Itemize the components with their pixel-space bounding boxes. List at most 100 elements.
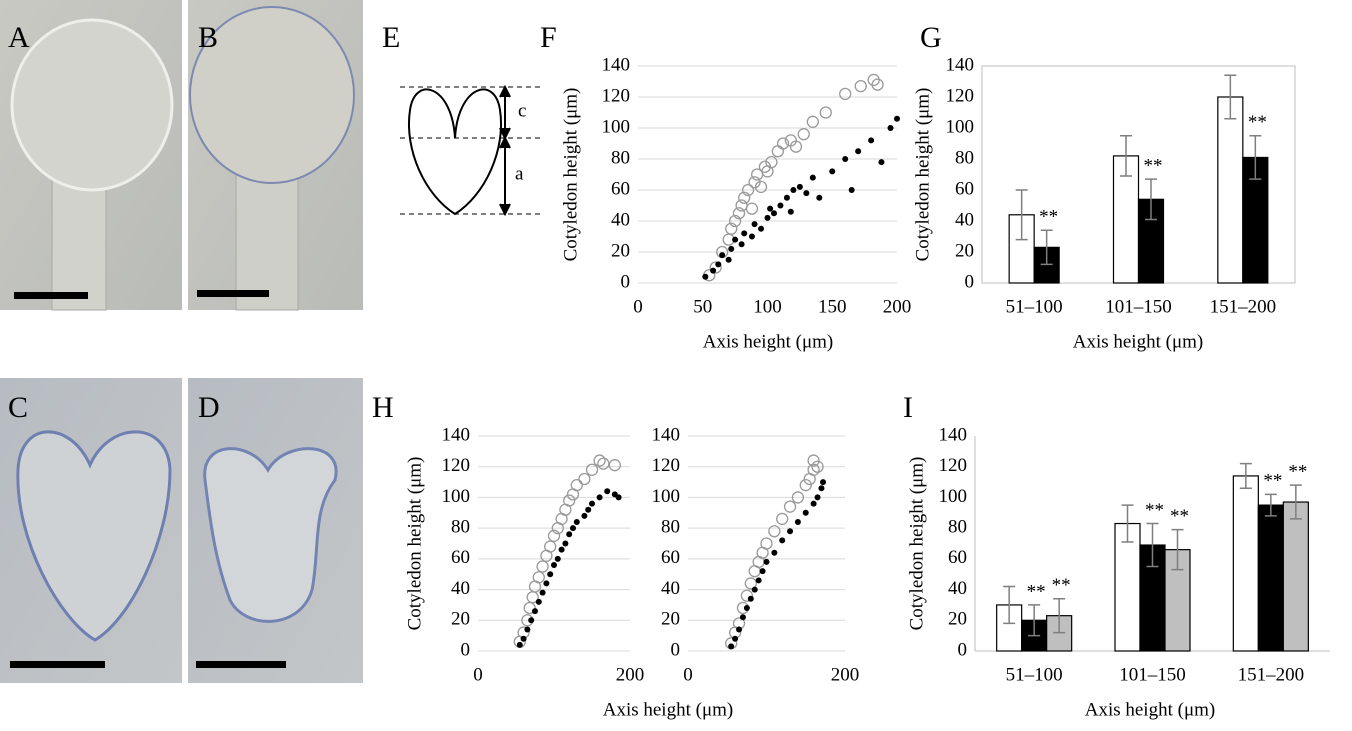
point [816, 194, 823, 201]
bar [1164, 549, 1191, 652]
y-axis-label: Cotyledon height (μm) [404, 457, 425, 631]
point [562, 540, 569, 547]
y-tick-label: 80 [611, 147, 630, 168]
point [794, 519, 801, 525]
point [728, 214, 742, 228]
point [738, 241, 745, 248]
point [743, 605, 750, 611]
point [811, 460, 824, 473]
point [715, 261, 722, 268]
point [741, 183, 755, 197]
diagram-e [400, 84, 540, 217]
point [739, 614, 746, 621]
point [520, 635, 527, 642]
point [732, 236, 739, 243]
y-tick-label: 140 [442, 424, 471, 445]
error-bar [1121, 504, 1134, 543]
error-bar [1015, 189, 1028, 241]
x-tick-label: 151–200 [1238, 664, 1305, 685]
point [783, 500, 797, 513]
significance: ** [1263, 471, 1282, 492]
point [535, 598, 542, 605]
point [735, 199, 748, 212]
point [768, 525, 781, 538]
point [558, 546, 565, 553]
point [791, 491, 805, 504]
point [820, 479, 827, 486]
point [748, 233, 755, 240]
point [589, 500, 595, 507]
point [765, 155, 778, 169]
y-tick-label: 60 [661, 547, 680, 568]
point [532, 571, 545, 584]
y-tick-label: 40 [955, 209, 974, 230]
bar [1112, 155, 1140, 284]
point [878, 159, 885, 166]
point [787, 208, 794, 215]
point [807, 463, 820, 476]
error-bar [1224, 74, 1237, 120]
point [771, 145, 785, 158]
y-tick-label: 120 [946, 85, 975, 106]
point [593, 454, 606, 467]
y-tick-label: 120 [652, 455, 681, 476]
significance: ** [1145, 500, 1164, 521]
point [741, 230, 748, 237]
point [754, 180, 768, 194]
point [809, 174, 816, 181]
point [783, 194, 790, 201]
point [608, 459, 621, 472]
point [736, 626, 743, 633]
point [894, 115, 900, 122]
x-tick-label: 150 [818, 296, 847, 317]
panel-label: I [903, 391, 913, 424]
error-bar [1249, 135, 1262, 180]
point [842, 156, 849, 162]
point [596, 494, 603, 501]
y-tick-label: 100 [946, 116, 975, 137]
point [719, 252, 726, 259]
point [790, 187, 797, 193]
point [796, 183, 803, 190]
point [566, 531, 573, 538]
x-tick-label: 0 [683, 664, 693, 685]
point [570, 525, 576, 532]
y-tick-label: 120 [939, 455, 968, 476]
photo-a [0, 0, 182, 311]
point [543, 580, 550, 587]
y-axis-label: Cotyledon height (μm) [912, 88, 933, 262]
error-bar [1145, 178, 1157, 221]
point [854, 80, 867, 93]
y-tick-label: 40 [451, 578, 470, 599]
y-tick-label: 20 [661, 609, 680, 630]
point [818, 485, 825, 492]
y-tick-label: 140 [939, 424, 968, 445]
point [547, 529, 561, 542]
bar [1257, 504, 1284, 652]
significance: ** [1170, 506, 1189, 527]
error-bar [1053, 598, 1066, 634]
point [760, 537, 773, 550]
error-bar [1120, 135, 1132, 177]
y-tick-label: 100 [442, 486, 471, 507]
panel-label: E [382, 21, 400, 54]
photo-b [188, 0, 363, 311]
y-tick-label: 120 [442, 455, 471, 476]
panel-label: H [372, 391, 394, 424]
point [764, 214, 771, 221]
point [528, 617, 535, 624]
significance: ** [1027, 581, 1046, 602]
point [797, 128, 810, 141]
y-tick-label: 100 [652, 486, 681, 507]
y-tick-label: 20 [948, 609, 967, 630]
significance: ** [1039, 207, 1058, 228]
point [732, 635, 739, 642]
point [887, 125, 894, 131]
point [585, 506, 592, 513]
point [585, 463, 599, 476]
point [803, 190, 810, 197]
photo-d [188, 378, 363, 683]
point [802, 509, 809, 516]
x-tick-label: 101–150 [1105, 296, 1172, 317]
